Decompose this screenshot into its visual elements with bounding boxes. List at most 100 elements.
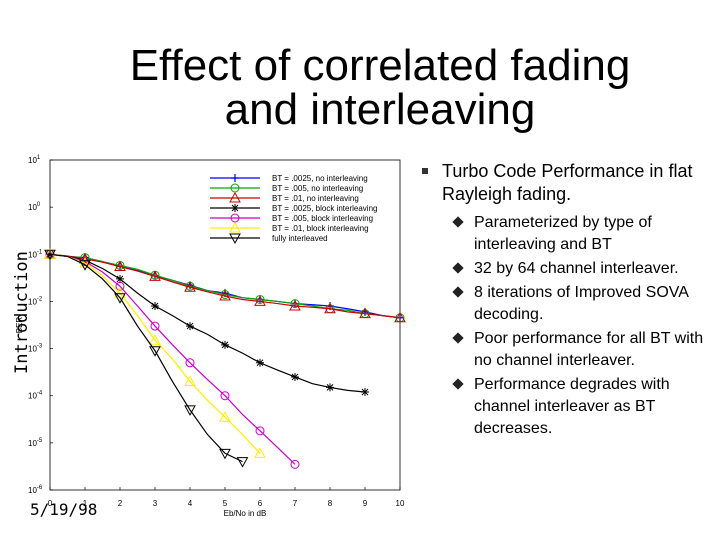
- title-line-2: and interleaving: [224, 85, 536, 134]
- x-tick-label: 2: [118, 499, 123, 508]
- star-marker: [231, 204, 239, 212]
- legend-label: fully interleaved: [272, 234, 328, 243]
- triangle-up-marker: [149, 334, 161, 345]
- triangle-up-marker: [229, 221, 241, 233]
- bullet-main-text: Turbo Code Performance in flat Rayleigh …: [442, 161, 693, 204]
- sub-bullet-item: Poor performance for all BT with no chan…: [418, 328, 708, 372]
- circle-marker: [290, 459, 300, 469]
- triangle-down-marker: [184, 405, 196, 416]
- sub-bullet-item: Performance degrades with channel interl…: [418, 374, 708, 440]
- circle-marker: [220, 391, 230, 401]
- x-tick-label: 1: [83, 499, 88, 508]
- x-tick-label: 10: [396, 499, 405, 508]
- triangle-down-marker: [236, 457, 249, 468]
- triangle-up-marker: [254, 447, 266, 458]
- y-axis-label: BER: [15, 317, 24, 334]
- triangle-down-marker: [114, 293, 126, 304]
- star-marker: [291, 372, 299, 381]
- title-line-1: Effect of correlated fading: [129, 41, 631, 90]
- series-line: [49, 253, 401, 319]
- circle-marker: [255, 426, 265, 436]
- x-tick-label: 9: [363, 499, 368, 508]
- sub-bullet-text: 8 iterations of Improved SOVA decoding.: [474, 284, 689, 323]
- sub-bullet-item: 8 iterations of Improved SOVA decoding.: [418, 282, 708, 326]
- sub-bullet-text: Performance degrades with channel interl…: [474, 376, 670, 437]
- x-tick-label: 5: [223, 499, 228, 508]
- legend-label: BT = .005, block interleaving: [272, 214, 373, 223]
- sub-bullet-text: Poor performance for all BT with no chan…: [474, 330, 704, 369]
- y-tick-label: 10-1: [28, 249, 43, 259]
- diamond-bullet-icon: [452, 332, 464, 344]
- x-tick-label: 7: [293, 499, 298, 508]
- star-marker: [151, 301, 159, 310]
- triangle-up-marker: [289, 299, 301, 311]
- x-tick-label: 0: [48, 499, 53, 508]
- diamond-bullet-icon: [452, 286, 464, 298]
- star-marker: [256, 358, 264, 367]
- diamond-bullet-icon: [452, 216, 464, 228]
- series-line: [49, 253, 261, 454]
- triangle-up-marker: [219, 290, 231, 301]
- legend-label: BT = .01, block interleaving: [272, 224, 369, 233]
- circle-marker: [185, 358, 195, 368]
- plus-marker: [231, 174, 239, 182]
- star-marker: [361, 387, 369, 396]
- triangle-up-marker: [184, 375, 196, 387]
- x-tick-label: 8: [328, 499, 333, 508]
- y-tick-label: 100: [28, 202, 41, 212]
- bullet-main: Turbo Code Performance in flat Rayleigh …: [418, 160, 708, 206]
- slide-date: 5/19/98: [30, 500, 98, 519]
- y-tick-label: 10-4: [28, 391, 43, 401]
- x-tick-label: 3: [153, 499, 158, 508]
- y-tick-label: 10-2: [28, 296, 43, 306]
- triangle-up-marker: [79, 257, 91, 268]
- x-tick-label: 6: [258, 499, 263, 508]
- triangle-up-marker: [219, 411, 231, 422]
- star-marker: [81, 256, 89, 265]
- triangle-up-marker: [359, 307, 371, 319]
- triangle-up-marker: [184, 281, 196, 292]
- circle-marker: [290, 299, 300, 309]
- x-axis-label: Eb/No in dB: [224, 509, 267, 518]
- sub-bullet-item: 32 by 64 channel interleaver.: [418, 258, 708, 280]
- circle-marker: [150, 321, 160, 331]
- diamond-bullet-icon: [452, 262, 464, 274]
- y-tick-label: 10-5: [28, 438, 43, 448]
- legend-label: BT = .0025, no interleaving: [272, 174, 368, 183]
- legend-label: BT = .0025, block interleaving: [272, 204, 377, 213]
- triangle-up-marker: [114, 260, 126, 272]
- series-line: [49, 253, 401, 319]
- series-line: [49, 253, 296, 465]
- triangle-down-marker: [229, 233, 241, 245]
- star-marker: [186, 322, 194, 331]
- star-marker: [326, 383, 334, 392]
- triangle-up-marker: [394, 311, 406, 323]
- star-marker: [221, 340, 229, 349]
- series-line: [49, 253, 366, 393]
- triangle-down-marker: [219, 448, 231, 460]
- triangle-down-marker: [149, 346, 161, 357]
- legend-label: BT = .005, no interleaving: [272, 184, 363, 193]
- triangle-up-marker: [229, 191, 241, 203]
- circle-marker: [115, 281, 125, 291]
- triangle-up-marker: [149, 270, 161, 281]
- x-tick-label: 4: [188, 499, 193, 508]
- triangle-down-marker: [79, 260, 91, 271]
- diamond-bullet-icon: [452, 378, 464, 390]
- triangle-down-marker: [44, 249, 56, 261]
- y-tick-label: 101: [28, 155, 41, 165]
- square-bullet-icon: [422, 168, 428, 174]
- sub-bullet-text: Parameterized by type of interleaving an…: [474, 214, 652, 253]
- y-tick-label: 10-6: [28, 485, 43, 495]
- star-marker: [116, 274, 124, 283]
- sub-bullet-list: Parameterized by type of interleaving an…: [418, 212, 708, 440]
- triangle-up-marker: [324, 302, 336, 314]
- sub-bullet-item: Parameterized by type of interleaving an…: [418, 212, 708, 256]
- triangle-up-marker: [254, 295, 266, 306]
- slide-title: Effect of correlated fading and interlea…: [60, 44, 700, 132]
- bullet-list: Turbo Code Performance in flat Rayleigh …: [418, 160, 708, 442]
- legend-label: BT = .01, no interleaving: [272, 194, 359, 203]
- series-line: [49, 253, 243, 463]
- sub-bullet-text: 32 by 64 channel interleaver.: [474, 260, 679, 277]
